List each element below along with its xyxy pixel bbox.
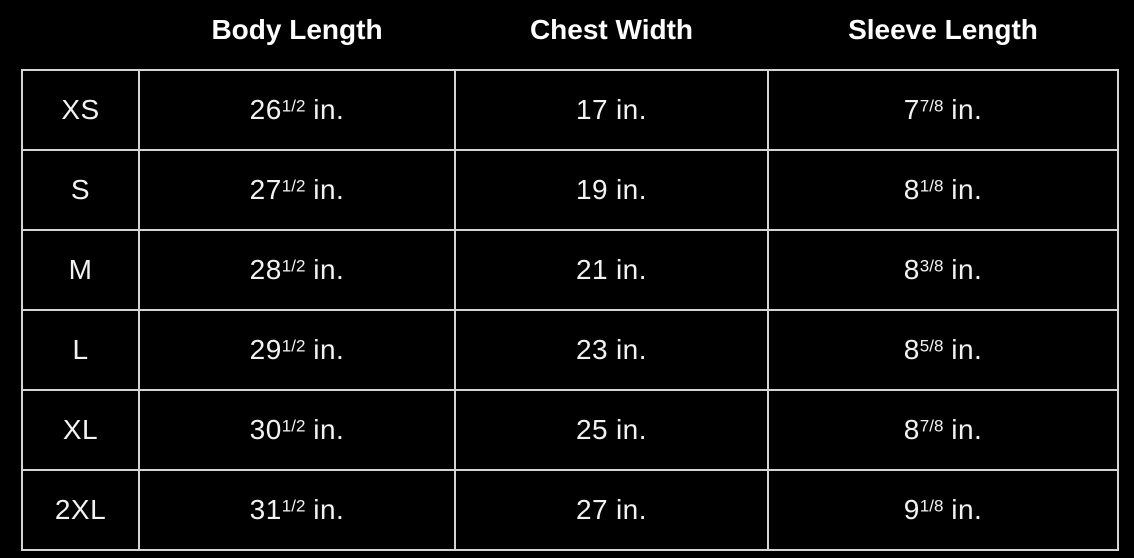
- measurement-value: 23: [575, 334, 609, 365]
- unit-label: in.: [615, 94, 648, 125]
- measurement-value: 27: [575, 494, 609, 525]
- header-sleeve-length: Sleeve Length: [848, 13, 1038, 45]
- measurement-value: 8: [903, 414, 920, 445]
- table-row: XL 301/2 in. 25 in. 87/8 in.: [21, 389, 1119, 471]
- body-length-cell: 271/2 in.: [138, 149, 456, 231]
- body-length-cell: 301/2 in.: [138, 389, 456, 471]
- body-length-cell: 261/2 in.: [138, 69, 456, 151]
- measurement-value: 9: [903, 494, 920, 525]
- unit-label: in.: [615, 414, 648, 445]
- size-chart-header: Body Length Chest Width Sleeve Length: [22, 0, 1118, 70]
- measurement-fraction: 1/2: [281, 416, 306, 436]
- table-row: S 271/2 in. 19 in. 81/8 in.: [21, 149, 1119, 231]
- measurement-value: 31: [249, 494, 282, 525]
- unit-label: in.: [951, 334, 983, 365]
- measurement-fraction: 3/8: [919, 256, 944, 276]
- measurement-value: 21: [575, 254, 609, 285]
- unit-label: in.: [313, 334, 345, 365]
- header-chest-width: Chest Width: [529, 13, 694, 45]
- unit-label: in.: [615, 494, 648, 525]
- size-cell: S: [21, 149, 140, 231]
- sleeve-length-cell: 77/8 in.: [767, 69, 1119, 151]
- size-cell: XS: [21, 69, 140, 151]
- measurement-fraction: 5/8: [919, 336, 944, 356]
- header-size: [22, 0, 139, 70]
- measurement-value: 26: [249, 94, 282, 125]
- size-chart-table: Body Length Chest Width Sleeve Length XS…: [21, 0, 1119, 551]
- size-chart-body: XS 261/2 in. 17 in. 77/8 in. S 271/2 in. 19 i…: [21, 69, 1119, 551]
- measurement-value: 29: [249, 334, 282, 365]
- sleeve-length-cell: 83/8 in.: [767, 229, 1119, 311]
- measurement-value: 27: [249, 174, 282, 205]
- chest-width-cell: 23 in.: [454, 309, 769, 391]
- measurement-fraction: 1/2: [281, 96, 306, 116]
- unit-label: in.: [615, 334, 648, 365]
- size-cell: 2XL: [21, 469, 140, 551]
- body-length-cell: 291/2 in.: [138, 309, 456, 391]
- measurement-fraction: 1/8: [919, 176, 944, 196]
- measurement-fraction: 1/2: [281, 176, 306, 196]
- unit-label: in.: [615, 254, 648, 285]
- sleeve-length-cell: 87/8 in.: [767, 389, 1119, 471]
- measurement-value: 28: [249, 254, 282, 285]
- unit-label: in.: [615, 174, 648, 205]
- header-row: Body Length Chest Width Sleeve Length: [22, 0, 1118, 70]
- table-row: XS 261/2 in. 17 in. 77/8 in.: [21, 69, 1119, 151]
- unit-label: in.: [951, 254, 983, 285]
- chest-width-cell: 25 in.: [454, 389, 769, 471]
- unit-label: in.: [313, 94, 345, 125]
- size-cell: L: [21, 309, 140, 391]
- header-body-length: Body Length: [211, 13, 383, 45]
- sleeve-length-cell: 85/8 in.: [767, 309, 1119, 391]
- measurement-value: 7: [903, 94, 920, 125]
- measurement-value: 8: [903, 254, 920, 285]
- table-row: L 291/2 in. 23 in. 85/8 in.: [21, 309, 1119, 391]
- unit-label: in.: [951, 174, 983, 205]
- sleeve-length-cell: 81/8 in.: [767, 149, 1119, 231]
- measurement-value: 17: [575, 94, 609, 125]
- measurement-value: 19: [575, 174, 609, 205]
- unit-label: in.: [951, 414, 983, 445]
- unit-label: in.: [313, 254, 345, 285]
- body-length-cell: 281/2 in.: [138, 229, 456, 311]
- table-row: 2XL 311/2 in. 27 in. 91/8 in.: [21, 469, 1119, 551]
- table-row: M 281/2 in. 21 in. 83/8 in.: [21, 229, 1119, 311]
- chest-width-cell: 17 in.: [454, 69, 769, 151]
- measurement-fraction: 1/8: [919, 496, 944, 516]
- measurement-fraction: 1/2: [281, 336, 306, 356]
- measurement-fraction: 1/2: [281, 496, 306, 516]
- measurement-fraction: 7/8: [919, 96, 944, 116]
- chest-width-cell: 21 in.: [454, 229, 769, 311]
- measurement-fraction: 7/8: [919, 416, 944, 436]
- unit-label: in.: [951, 494, 983, 525]
- unit-label: in.: [313, 174, 345, 205]
- size-cell: M: [21, 229, 140, 311]
- measurement-fraction: 1/2: [281, 256, 306, 276]
- body-length-cell: 311/2 in.: [138, 469, 456, 551]
- unit-label: in.: [951, 94, 983, 125]
- measurement-value: 8: [903, 334, 920, 365]
- chest-width-cell: 27 in.: [454, 469, 769, 551]
- unit-label: in.: [313, 494, 345, 525]
- size-cell: XL: [21, 389, 140, 471]
- sleeve-length-cell: 91/8 in.: [767, 469, 1119, 551]
- measurement-value: 30: [249, 414, 282, 445]
- measurement-value: 25: [575, 414, 609, 445]
- chest-width-cell: 19 in.: [454, 149, 769, 231]
- unit-label: in.: [313, 414, 345, 445]
- measurement-value: 8: [903, 174, 920, 205]
